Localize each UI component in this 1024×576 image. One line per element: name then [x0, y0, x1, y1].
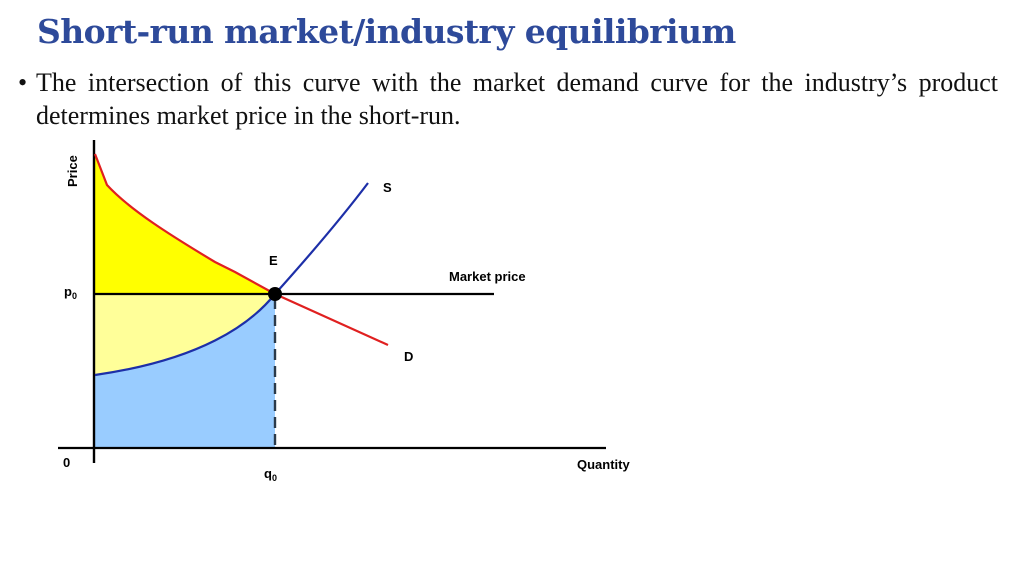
equilibrium-label: E — [269, 253, 278, 268]
producer-surplus-area — [95, 294, 275, 375]
bullet-marker: • — [18, 68, 28, 97]
demand-label: D — [404, 349, 413, 364]
equilibrium-point — [268, 287, 282, 301]
bullet-point: • The intersection of this curve with th… — [18, 66, 998, 132]
origin-label: 0 — [63, 455, 70, 470]
consumer-surplus-area — [95, 154, 275, 294]
price-sub-text: 0 — [72, 291, 77, 301]
x-axis-label: Quantity — [577, 457, 630, 472]
price-p-text: p — [64, 284, 72, 299]
quantity-q-text: q — [264, 466, 272, 481]
y-axis-label: Price — [65, 155, 80, 187]
demand-curve — [93, 153, 389, 347]
supply-label: S — [383, 180, 392, 195]
slide-title: Short-run market/industry equilibrium — [37, 12, 736, 51]
market-price-label: Market price — [449, 269, 526, 284]
price-p0-label: p0 — [64, 284, 77, 301]
bullet-text: The intersection of this curve with the … — [36, 68, 998, 130]
quantity-q0-label: q0 — [264, 466, 277, 483]
quantity-sub-text: 0 — [272, 473, 277, 483]
